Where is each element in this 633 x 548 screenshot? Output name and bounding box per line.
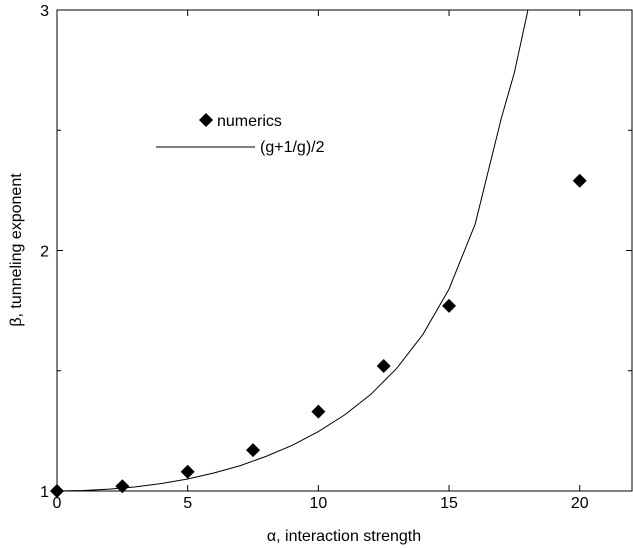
legend-label-theory: (g+1/g)/2 [260, 139, 325, 156]
y-tick-label: 1 [40, 484, 49, 501]
ticks: 0 5 10 15 20 1 2 3 [40, 3, 632, 512]
data-point-diamond [115, 479, 130, 494]
data-point-diamond [376, 358, 391, 373]
plot-frame [56, 9, 633, 492]
legend-label-numerics: numerics [217, 113, 282, 130]
x-tick-label: 10 [309, 495, 327, 512]
x-tick-label: 20 [571, 495, 589, 512]
x-axis-label: α, interaction strength [267, 528, 421, 545]
theory-curve-line [57, 10, 529, 491]
x-tick-label: 5 [183, 495, 192, 512]
y-tick-label: 3 [40, 3, 49, 20]
data-point-diamond [572, 173, 587, 188]
legend-diamond-marker [199, 113, 213, 127]
data-point-diamond [50, 484, 64, 498]
data-point-diamond [442, 298, 457, 313]
data-point-diamond [246, 443, 261, 458]
x-tick-label: 0 [53, 495, 62, 512]
curve-layer [57, 10, 529, 491]
points-layer [50, 173, 587, 498]
y-axis-label: β, tunneling exponent [8, 173, 25, 327]
data-point-diamond [180, 464, 195, 479]
x-tick-label: 15 [440, 495, 458, 512]
legend: numerics (g+1/g)/2 [156, 113, 325, 156]
data-point-diamond [311, 404, 326, 419]
y-tick-label: 2 [40, 244, 49, 261]
